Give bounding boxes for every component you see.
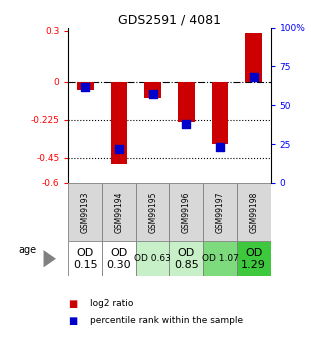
- Bar: [68, 183, 102, 242]
- Text: percentile rank within the sample: percentile rank within the sample: [90, 316, 243, 325]
- Bar: [136, 241, 169, 276]
- Point: [83, 84, 88, 89]
- Bar: [144, 82, 161, 98]
- Text: age: age: [19, 245, 37, 255]
- Bar: [169, 241, 203, 276]
- Bar: [110, 82, 128, 164]
- Text: OD 1.07: OD 1.07: [202, 254, 239, 263]
- Bar: [77, 82, 94, 90]
- Bar: [169, 183, 203, 242]
- Bar: [102, 241, 136, 276]
- Text: log2 ratio: log2 ratio: [90, 299, 133, 308]
- Bar: [203, 183, 237, 242]
- Bar: [178, 82, 195, 122]
- Text: OD
0.15: OD 0.15: [73, 248, 98, 269]
- Text: OD
1.29: OD 1.29: [241, 248, 266, 269]
- Point: [150, 91, 155, 97]
- Point: [251, 75, 256, 80]
- Text: ■: ■: [68, 299, 78, 308]
- Text: ■: ■: [68, 316, 78, 326]
- Bar: [245, 33, 262, 82]
- Point: [184, 121, 189, 127]
- Text: GSM99195: GSM99195: [148, 191, 157, 233]
- Text: GSM99198: GSM99198: [249, 191, 258, 233]
- Text: GSM99194: GSM99194: [114, 191, 123, 233]
- Text: OD 0.63: OD 0.63: [134, 254, 171, 263]
- Text: OD
0.85: OD 0.85: [174, 248, 199, 269]
- Bar: [102, 183, 136, 242]
- Bar: [136, 183, 169, 242]
- Bar: [211, 82, 229, 144]
- Point: [217, 144, 222, 150]
- Text: OD
0.30: OD 0.30: [107, 248, 131, 269]
- Title: GDS2591 / 4081: GDS2591 / 4081: [118, 13, 221, 27]
- Bar: [237, 241, 271, 276]
- Text: GSM99196: GSM99196: [182, 191, 191, 233]
- Point: [116, 146, 121, 151]
- Bar: [237, 183, 271, 242]
- Text: GSM99197: GSM99197: [216, 191, 225, 233]
- Bar: [203, 241, 237, 276]
- Bar: [68, 241, 102, 276]
- Text: GSM99193: GSM99193: [81, 191, 90, 233]
